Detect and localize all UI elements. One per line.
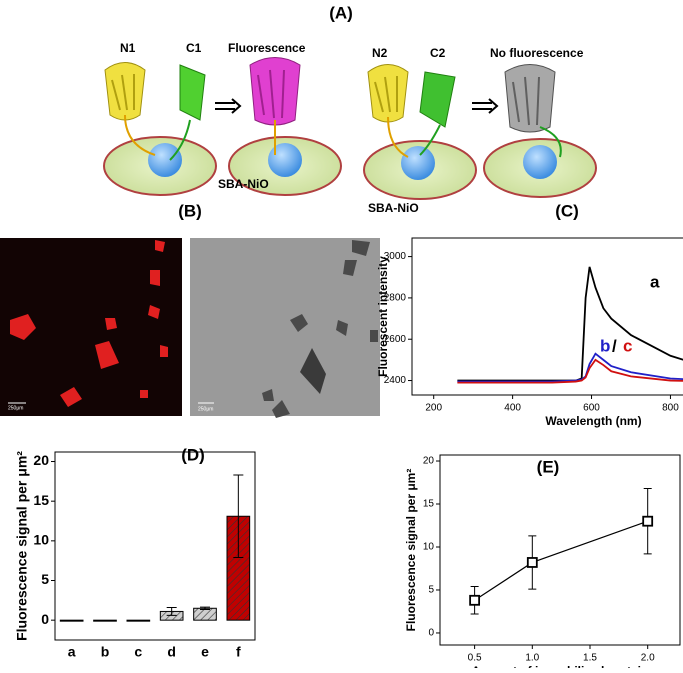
y-tick-label: 0 bbox=[41, 611, 49, 627]
annotation: c bbox=[623, 336, 632, 355]
y-tick-label: 10 bbox=[423, 542, 435, 553]
scale-bar-label: 250μm bbox=[8, 405, 23, 411]
marker bbox=[469, 594, 481, 606]
y-tick-label: 5 bbox=[41, 571, 49, 587]
diagram-label: C2 bbox=[430, 46, 446, 60]
panel-label: (C) bbox=[555, 201, 579, 220]
x-tick-label: c bbox=[134, 644, 142, 660]
bar bbox=[126, 619, 151, 622]
micrograph-brightfield: 250μm bbox=[190, 238, 380, 418]
data-line bbox=[474, 520, 648, 601]
error-bar bbox=[233, 474, 244, 559]
y-axis-label: Fluorescent intensity bbox=[376, 256, 390, 377]
data-line bbox=[457, 358, 683, 384]
bar bbox=[193, 607, 217, 621]
x-tick-label: a bbox=[68, 644, 76, 660]
x-tick-label: f bbox=[236, 644, 241, 660]
x-tick-label: 1.0 bbox=[525, 653, 539, 664]
y-tick-label: 10 bbox=[33, 532, 49, 548]
y-tick-label: 15 bbox=[423, 499, 435, 510]
diagram-right: N2 C2 No fluorescence SBA-NiO bbox=[363, 46, 597, 215]
y-tick-label: 2400 bbox=[384, 375, 407, 386]
x-tick-label: 600 bbox=[583, 403, 600, 414]
annotation: a bbox=[650, 272, 660, 291]
x-tick-label: 2.0 bbox=[641, 653, 655, 664]
marker bbox=[642, 515, 654, 527]
x-axis-label: Wavelength (nm) bbox=[545, 414, 641, 428]
diagram-label: Fluorescence bbox=[228, 41, 306, 55]
annotation: b bbox=[600, 336, 610, 355]
x-tick-label: 1.5 bbox=[583, 653, 597, 664]
plot-frame bbox=[411, 237, 683, 396]
y-tick-label: 0 bbox=[428, 628, 434, 639]
x-tick-label: e bbox=[201, 644, 209, 660]
micrograph-fluorescence: 250μm bbox=[0, 238, 182, 416]
annotation: / bbox=[612, 336, 617, 355]
diagram-label: N1 bbox=[120, 41, 136, 55]
data-line bbox=[457, 352, 683, 383]
x-tick-label: b bbox=[101, 644, 110, 660]
y-tick-label: 5 bbox=[428, 585, 434, 596]
y-tick-label: 20 bbox=[423, 456, 435, 467]
y-tick-label: 20 bbox=[33, 452, 49, 468]
panel-label: (D) bbox=[181, 445, 205, 464]
x-tick-label: 200 bbox=[425, 403, 442, 414]
y-tick-label: 2600 bbox=[384, 334, 407, 345]
diagram-left: N1 C1 Fluorescence SBA-NiO bbox=[103, 41, 342, 196]
plot-frame bbox=[439, 454, 681, 646]
diagram-label: SBA-NiO bbox=[218, 177, 269, 191]
panel-label: (B) bbox=[178, 201, 202, 220]
y-axis-label: Fluorescence signal per μm² bbox=[14, 451, 30, 641]
marker bbox=[526, 557, 538, 568]
x-axis-label: Amount of immobilized protein bbox=[472, 664, 649, 668]
data-line bbox=[457, 266, 683, 382]
y-tick-label: 15 bbox=[33, 492, 49, 508]
error-bar bbox=[200, 606, 210, 610]
plot-frame bbox=[54, 451, 256, 641]
diagram-label: No fluorescence bbox=[490, 46, 584, 60]
x-tick-label: d bbox=[167, 644, 176, 660]
y-axis-label: Fluorescence signal per μm² bbox=[404, 469, 418, 632]
x-tick-label: 400 bbox=[504, 403, 521, 414]
scale-bar-label: 250μm bbox=[198, 406, 213, 412]
x-tick-label: 0.5 bbox=[468, 653, 482, 664]
bar bbox=[93, 619, 117, 622]
y-tick-label: 3000 bbox=[384, 251, 407, 262]
error-bar bbox=[166, 606, 177, 616]
panel-label: (A) bbox=[329, 3, 353, 22]
diagram-label: SBA-NiO bbox=[368, 201, 419, 215]
x-tick-label: 800 bbox=[662, 403, 679, 414]
diagram-label: N2 bbox=[372, 46, 388, 60]
y-tick-label: 2800 bbox=[384, 293, 407, 304]
diagram-label: C1 bbox=[186, 41, 202, 55]
panel-label: (E) bbox=[537, 457, 560, 476]
bar bbox=[59, 619, 84, 622]
